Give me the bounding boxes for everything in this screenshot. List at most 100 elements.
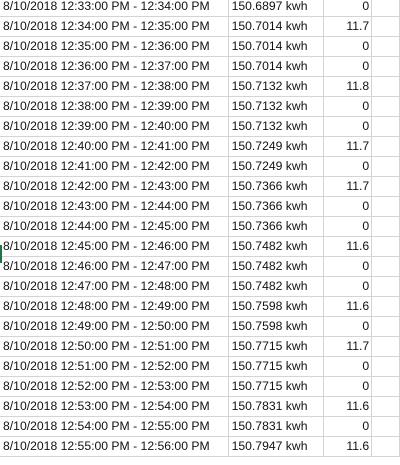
empty-cell[interactable] [371, 16, 400, 37]
delta-cell[interactable]: 0 [323, 276, 373, 297]
empty-cell[interactable] [371, 376, 400, 397]
delta-cell[interactable]: 11.7 [323, 136, 373, 157]
delta-cell[interactable]: 11.6 [323, 296, 373, 317]
empty-cell[interactable] [371, 136, 400, 157]
interval-cell[interactable]: 8/10/2018 12:33:00 PM - 12:34:00 PM [0, 0, 229, 17]
empty-cell[interactable] [371, 356, 400, 377]
delta-cell[interactable]: 11.6 [323, 396, 373, 417]
reading-cell[interactable]: 150.7482 kwh [228, 256, 325, 277]
reading-cell[interactable]: 150.7132 kwh [228, 76, 325, 97]
table-row: 8/10/2018 12:49:00 PM - 12:50:00 PM 150.7… [0, 316, 400, 337]
interval-cell[interactable]: 8/10/2018 12:34:00 PM - 12:35:00 PM [0, 16, 229, 37]
interval-cell[interactable]: 8/10/2018 12:55:00 PM - 12:56:00 PM [0, 436, 229, 457]
interval-cell[interactable]: 8/10/2018 12:46:00 PM - 12:47:00 PM [0, 256, 229, 277]
empty-cell[interactable] [371, 176, 400, 197]
empty-cell[interactable] [371, 0, 400, 17]
delta-cell[interactable]: 11.7 [323, 176, 373, 197]
interval-cell[interactable]: 8/10/2018 12:36:00 PM - 12:37:00 PM [0, 56, 229, 77]
reading-cell[interactable]: 150.7014 kwh [228, 56, 325, 77]
table-row: 8/10/2018 12:37:00 PM - 12:38:00 PM 150.7… [0, 76, 400, 97]
reading-cell[interactable]: 150.7482 kwh [228, 276, 325, 297]
interval-cell[interactable]: 8/10/2018 12:47:00 PM - 12:48:00 PM [0, 276, 229, 297]
empty-cell[interactable] [371, 156, 400, 177]
interval-cell[interactable]: 8/10/2018 12:51:00 PM - 12:52:00 PM [0, 356, 229, 377]
delta-cell[interactable]: 11.8 [323, 76, 373, 97]
reading-cell[interactable]: 150.7482 kwh [228, 236, 325, 257]
interval-cell[interactable]: 8/10/2018 12:40:00 PM - 12:41:00 PM [0, 136, 229, 157]
delta-cell[interactable]: 11.7 [323, 336, 373, 357]
empty-cell[interactable] [371, 436, 400, 457]
empty-cell[interactable] [371, 416, 400, 437]
reading-cell[interactable]: 150.7014 kwh [228, 16, 325, 37]
reading-cell[interactable]: 150.7831 kwh [228, 396, 325, 417]
reading-cell[interactable]: 150.7598 kwh [228, 316, 325, 337]
delta-cell[interactable]: 0 [323, 116, 373, 137]
reading-cell[interactable]: 150.7249 kwh [228, 156, 325, 177]
table-row: 8/10/2018 12:42:00 PM - 12:43:00 PM 150.7… [0, 176, 400, 197]
delta-cell[interactable]: 0 [323, 356, 373, 377]
empty-cell[interactable] [371, 236, 400, 257]
interval-cell[interactable]: 8/10/2018 12:53:00 PM - 12:54:00 PM [0, 396, 229, 417]
interval-cell[interactable]: 8/10/2018 12:38:00 PM - 12:39:00 PM [0, 96, 229, 117]
delta-cell[interactable]: 0 [323, 376, 373, 397]
interval-cell[interactable]: 8/10/2018 12:48:00 PM - 12:49:00 PM [0, 296, 229, 317]
delta-cell[interactable]: 0 [323, 316, 373, 337]
reading-cell[interactable]: 150.7831 kwh [228, 416, 325, 437]
reading-cell[interactable]: 150.7249 kwh [228, 136, 325, 157]
delta-cell[interactable]: 0 [323, 196, 373, 217]
empty-cell[interactable] [371, 96, 400, 117]
empty-cell[interactable] [371, 76, 400, 97]
empty-cell[interactable] [371, 296, 400, 317]
reading-cell[interactable]: 150.7366 kwh [228, 196, 325, 217]
empty-cell[interactable] [371, 216, 400, 237]
delta-cell[interactable]: 11.6 [323, 236, 373, 257]
delta-cell[interactable]: 0 [323, 416, 373, 437]
empty-cell[interactable] [371, 336, 400, 357]
reading-cell[interactable]: 150.6897 kwh [228, 0, 325, 17]
reading-cell[interactable]: 150.7598 kwh [228, 296, 325, 317]
table-row: 8/10/2018 12:34:00 PM - 12:35:00 PM 150.7… [0, 16, 400, 37]
interval-cell[interactable]: 8/10/2018 12:45:00 PM - 12:46:00 PM [0, 236, 229, 257]
reading-cell[interactable]: 150.7366 kwh [228, 176, 325, 197]
empty-cell[interactable] [371, 316, 400, 337]
table-row: 8/10/2018 12:53:00 PM - 12:54:00 PM 150.7… [0, 396, 400, 417]
empty-cell[interactable] [371, 276, 400, 297]
empty-cell[interactable] [371, 116, 400, 137]
empty-cell[interactable] [371, 256, 400, 277]
empty-cell[interactable] [371, 56, 400, 77]
reading-cell[interactable]: 150.7715 kwh [228, 356, 325, 377]
empty-cell[interactable] [371, 196, 400, 217]
table-row: 8/10/2018 12:40:00 PM - 12:41:00 PM 150.7… [0, 136, 400, 157]
delta-cell[interactable]: 0 [323, 256, 373, 277]
delta-cell[interactable]: 0 [323, 0, 373, 17]
table-row: 8/10/2018 12:47:00 PM - 12:48:00 PM 150.7… [0, 276, 400, 297]
empty-cell[interactable] [371, 396, 400, 417]
delta-cell[interactable]: 0 [323, 216, 373, 237]
interval-cell[interactable]: 8/10/2018 12:43:00 PM - 12:44:00 PM [0, 196, 229, 217]
delta-cell[interactable]: 0 [323, 36, 373, 57]
interval-cell[interactable]: 8/10/2018 12:39:00 PM - 12:40:00 PM [0, 116, 229, 137]
delta-cell[interactable]: 11.6 [323, 436, 373, 457]
reading-cell[interactable]: 150.7715 kwh [228, 336, 325, 357]
delta-cell[interactable]: 11.7 [323, 16, 373, 37]
interval-cell[interactable]: 8/10/2018 12:52:00 PM - 12:53:00 PM [0, 376, 229, 397]
empty-cell[interactable] [371, 36, 400, 57]
delta-cell[interactable]: 0 [323, 96, 373, 117]
interval-cell[interactable]: 8/10/2018 12:37:00 PM - 12:38:00 PM [0, 76, 229, 97]
reading-cell[interactable]: 150.7366 kwh [228, 216, 325, 237]
reading-cell[interactable]: 150.7132 kwh [228, 116, 325, 137]
delta-cell[interactable]: 0 [323, 156, 373, 177]
reading-cell[interactable]: 150.7715 kwh [228, 376, 325, 397]
interval-cell[interactable]: 8/10/2018 12:49:00 PM - 12:50:00 PM [0, 316, 229, 337]
reading-cell[interactable]: 150.7014 kwh [228, 36, 325, 57]
reading-cell[interactable]: 150.7132 kwh [228, 96, 325, 117]
interval-cell[interactable]: 8/10/2018 12:42:00 PM - 12:43:00 PM [0, 176, 229, 197]
interval-cell[interactable]: 8/10/2018 12:44:00 PM - 12:45:00 PM [0, 216, 229, 237]
interval-cell[interactable]: 8/10/2018 12:41:00 PM - 12:42:00 PM [0, 156, 229, 177]
reading-cell[interactable]: 150.7947 kwh [228, 436, 325, 457]
interval-cell[interactable]: 8/10/2018 12:50:00 PM - 12:51:00 PM [0, 336, 229, 357]
interval-cell[interactable]: 8/10/2018 12:54:00 PM - 12:55:00 PM [0, 416, 229, 437]
interval-cell[interactable]: 8/10/2018 12:35:00 PM - 12:36:00 PM [0, 36, 229, 57]
delta-cell[interactable]: 0 [323, 56, 373, 77]
